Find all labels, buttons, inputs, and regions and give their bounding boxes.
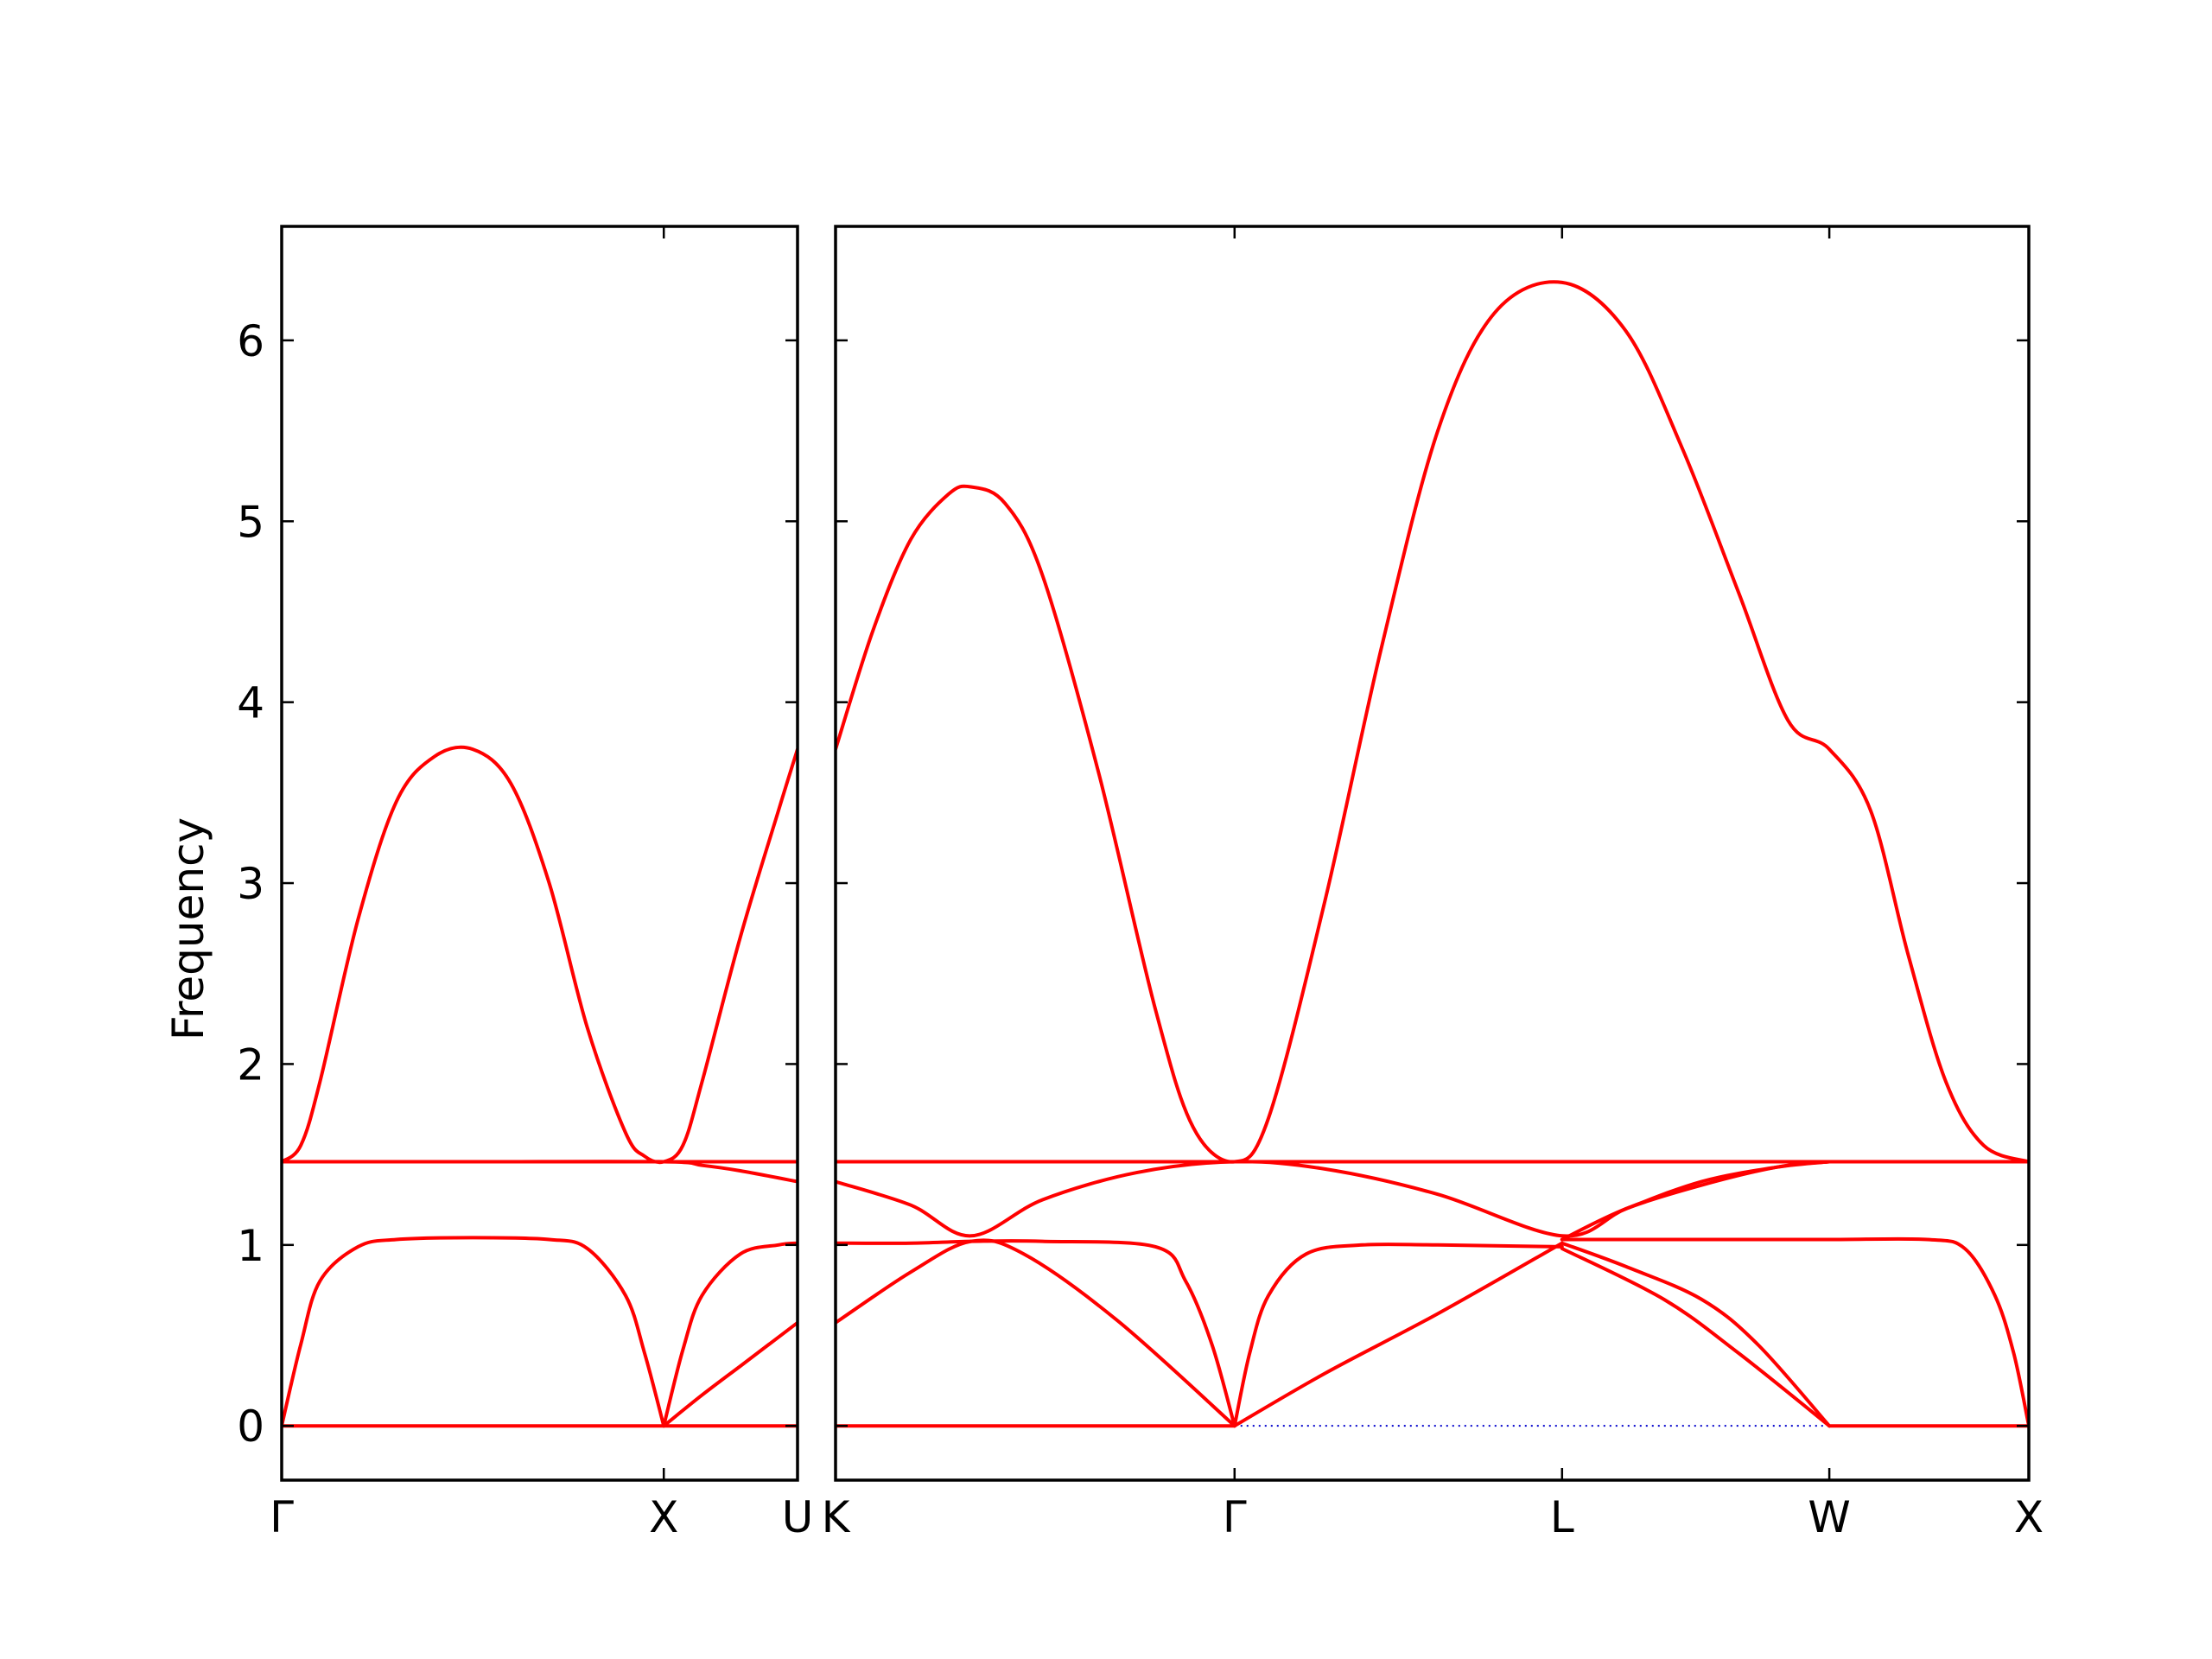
band-line-0-2 xyxy=(282,1160,798,1184)
band-line-1-9 xyxy=(1560,1236,2029,1428)
y-tick-label: 4 xyxy=(237,678,264,728)
x-tick-label: W xyxy=(1808,1492,1850,1542)
y-axis-label: Frequency xyxy=(163,817,213,1040)
x-tick-label: X xyxy=(2014,1492,2044,1542)
band-line-0-0 xyxy=(282,745,798,1165)
band-line-1-6 xyxy=(1232,1242,1564,1428)
band-line-1-8 xyxy=(1560,1160,1832,1242)
band-line-0-3 xyxy=(282,1236,666,1428)
band-line-1-3 xyxy=(836,1239,1236,1428)
y-tick-label: 5 xyxy=(237,497,264,547)
bands-0 xyxy=(282,745,798,1428)
band-line-0-6 xyxy=(662,1320,798,1428)
bands-1 xyxy=(836,280,2029,1428)
x-tick-label: K xyxy=(822,1492,851,1542)
y-tick-label: 1 xyxy=(237,1221,264,1271)
band-line-1-0 xyxy=(836,280,2029,1164)
y-tick-label: 0 xyxy=(237,1402,264,1452)
band-line-1-11 xyxy=(1560,1247,1832,1428)
band-line-1-7 xyxy=(1232,1241,1564,1428)
band-line-0-5 xyxy=(662,1241,798,1428)
plot-frame xyxy=(834,225,2031,1482)
y-tick-label: 3 xyxy=(237,859,264,909)
band-line-1-2 xyxy=(836,1160,1832,1238)
x-tick-label: Γ xyxy=(270,1492,294,1542)
x-tick-label: Γ xyxy=(1223,1492,1247,1542)
x-tick-label: L xyxy=(1550,1492,1574,1542)
panel-gamma-x-u: 0 1 2 3 4 5 6 Γ X U xyxy=(237,225,814,1542)
x-tick-label: X xyxy=(649,1492,678,1542)
band-line-1-10 xyxy=(1560,1241,1832,1428)
band-line-1-4 xyxy=(836,1238,1236,1428)
x-tick-label: U xyxy=(782,1492,814,1542)
y-tick-label: 2 xyxy=(237,1039,264,1090)
plot-frame xyxy=(280,225,799,1482)
y-tick-label: 6 xyxy=(237,316,264,366)
